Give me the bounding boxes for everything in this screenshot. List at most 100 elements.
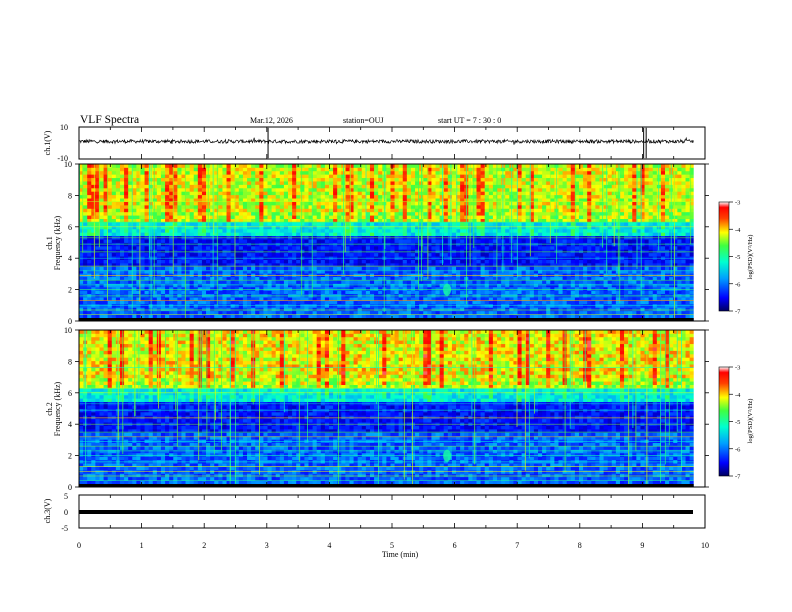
spectrogram-cell	[357, 177, 363, 182]
spectrogram-cell	[369, 297, 375, 301]
spectrogram-cell	[193, 276, 199, 281]
spectrogram-cell	[255, 307, 260, 312]
spectrogram-cell	[288, 273, 293, 278]
spectrogram-cell	[320, 208, 326, 213]
spectrogram-cell	[410, 218, 416, 223]
spectrogram-cell	[177, 314, 182, 318]
spectrogram-cell	[103, 239, 109, 243]
spectrogram-cell	[468, 310, 473, 315]
spectrogram-cell	[247, 222, 252, 226]
spectrogram-cell	[173, 300, 178, 305]
spectrogram-cell	[91, 222, 96, 226]
spectrogram-cell	[251, 184, 256, 189]
spectrogram-cell	[353, 177, 359, 182]
spectrogram-cell	[300, 290, 305, 295]
spectrogram-cell	[169, 215, 174, 220]
spectrogram-cell	[410, 259, 416, 264]
spectrogram-cell	[378, 310, 383, 315]
spectrogram-cell	[480, 201, 486, 206]
spectrogram-cell	[210, 174, 215, 179]
spectrogram-cell	[337, 232, 342, 237]
spectrogram-cell	[238, 218, 244, 223]
spectrogram-cell	[505, 273, 510, 278]
spectrogram-cell	[345, 187, 350, 192]
spectrogram-cell	[333, 187, 338, 192]
spectrogram-cell	[456, 218, 461, 223]
spectrogram-cell	[222, 252, 227, 257]
spectrogram-cell	[517, 286, 523, 291]
spectrogram-cell	[521, 286, 527, 291]
spectrogram-cell	[165, 303, 170, 308]
spectrogram-cell	[111, 252, 117, 257]
spectrogram-cell	[255, 187, 260, 192]
spectrogram-cell	[517, 232, 523, 237]
spectrogram-cell	[369, 276, 375, 281]
spectrogram-cell	[128, 307, 133, 312]
spectrogram-cell	[144, 307, 150, 312]
spectrogram-cell	[136, 194, 141, 199]
spectrogram-cell	[263, 222, 268, 226]
spectrogram-cell	[439, 297, 445, 301]
spectrogram-cell	[369, 314, 375, 318]
spectrogram-cell	[165, 187, 170, 192]
spectrogram-cell	[87, 167, 92, 172]
spectrogram-cell	[369, 184, 375, 189]
spectrogram-cell	[501, 269, 506, 274]
spectrogram-cell	[144, 204, 150, 209]
spectrogram-cell	[181, 191, 186, 196]
spectrogram-cell	[251, 239, 256, 243]
spectrogram-cell	[136, 262, 141, 267]
spectrogram-cell	[308, 252, 313, 257]
spectrogram-cell	[288, 211, 293, 216]
spectrogram-cell	[505, 218, 510, 223]
spectrogram-cell	[394, 290, 400, 295]
spectrogram-cell	[316, 266, 322, 271]
spectrogram-cell	[517, 266, 523, 271]
spectrogram-cell	[185, 218, 191, 223]
spectrogram-cell	[353, 228, 359, 233]
spectrogram-cell	[173, 283, 178, 288]
spectrogram-cell	[140, 276, 145, 281]
spectrogram-cell	[140, 239, 145, 243]
spectrogram-cell	[328, 184, 334, 189]
spectrogram-cell	[513, 259, 518, 264]
spectrogram-cell	[152, 286, 158, 291]
spectrogram-cell	[390, 204, 395, 209]
spectrogram-cell	[267, 290, 273, 295]
spectrogram-cell	[132, 222, 137, 226]
spectrogram-cell	[99, 215, 104, 220]
spectrogram-cell	[427, 211, 432, 216]
spectrogram-cell	[439, 164, 445, 168]
spectrogram-cell	[275, 249, 281, 254]
spectrogram-cell	[369, 194, 375, 199]
spectrogram-cell	[271, 208, 277, 213]
spectrogram-cell	[312, 245, 318, 250]
spectrogram-cell	[255, 303, 260, 308]
spectrogram-cell	[415, 290, 420, 295]
spectrogram-cell	[177, 303, 182, 308]
spectrogram-cell	[460, 269, 465, 274]
spectrogram-cell	[431, 245, 436, 250]
spectrogram-cell	[337, 167, 342, 172]
spectrogram-cell	[402, 245, 408, 250]
spectrogram-cell	[390, 187, 395, 192]
spectrogram-cell	[255, 201, 260, 206]
spectrogram-cell	[128, 297, 133, 301]
spectrogram-cell	[361, 245, 367, 250]
spectrogram-cell	[107, 286, 113, 291]
spectrogram-cell	[124, 249, 129, 254]
spectrogram-cell	[283, 286, 289, 291]
spectrogram-cell	[312, 225, 318, 230]
spectrogram-cell	[201, 222, 207, 226]
spectrogram-cell	[251, 245, 256, 250]
spectrogram-cell	[132, 191, 137, 196]
spectrogram-cell	[234, 174, 240, 179]
spectrogram-cell	[304, 187, 309, 192]
spectrogram-cell	[156, 269, 162, 274]
spectrogram-cell	[210, 201, 215, 206]
spectrogram-cell	[189, 174, 195, 179]
spectrogram-cell	[316, 194, 322, 199]
spectrogram-cell	[337, 204, 342, 209]
spectrogram-cell	[374, 164, 379, 168]
spectrogram-cell	[83, 191, 88, 196]
